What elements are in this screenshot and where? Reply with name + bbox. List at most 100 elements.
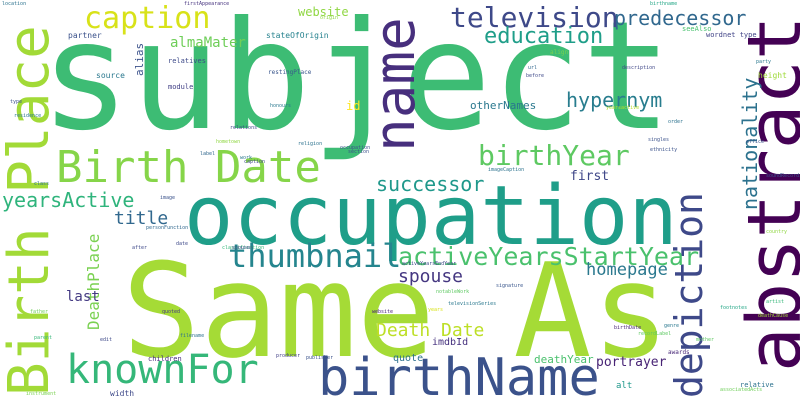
word-order: order: [668, 119, 684, 125]
word-label: label: [200, 151, 216, 157]
word-spouses: spouses: [232, 245, 254, 251]
word-website: website: [298, 5, 349, 19]
word-spouse: spouse: [398, 266, 464, 287]
word-module: module: [168, 83, 194, 91]
word-knownfor: knownFor: [66, 347, 259, 393]
word-awards: awards: [668, 349, 690, 356]
word-deathyear: deathYear: [534, 353, 594, 366]
word-genre: genre: [664, 323, 680, 329]
word-wordnet-type: wordnet type: [706, 31, 757, 39]
word-education: education: [484, 24, 604, 49]
word-name: name: [363, 17, 428, 152]
word-occupation-small: occupation: [340, 145, 371, 151]
word-first: first: [570, 169, 610, 184]
word-office: office: [746, 139, 765, 145]
word-website-small: website: [372, 309, 394, 315]
word-url: url: [528, 65, 538, 71]
word-after: after: [132, 245, 148, 251]
word-caption: caption: [84, 1, 211, 36]
word-relations: relations: [230, 125, 258, 131]
word-firstappearance: firstAppearance: [184, 1, 230, 7]
word-signature: signature: [496, 283, 524, 289]
word-televisionseries: televisionSeries: [448, 301, 497, 307]
word-seealso: seeAlso: [682, 25, 712, 33]
word-relative: relative: [740, 381, 774, 389]
word-deathplace: DeathPlace: [84, 233, 103, 330]
word-personfunction: personFunction: [146, 225, 189, 231]
word-footnotes: footnotes: [720, 305, 748, 311]
word-mother: mother: [696, 337, 715, 343]
word-origin: origin: [320, 15, 339, 21]
word-birthname: birthName: [318, 348, 600, 400]
word-othernames: otherNames: [470, 99, 537, 112]
word-television: television: [450, 1, 619, 34]
word-filename: filename: [180, 333, 205, 339]
word-quote: quote: [393, 353, 424, 364]
word-singles: singles: [648, 137, 670, 143]
word-birthdate-small: birthDate: [614, 325, 642, 331]
word-yearsactive: yearsActive: [2, 188, 135, 212]
word-soundrecording: soundRecording: [766, 173, 800, 179]
word-children: children: [148, 355, 182, 363]
word-stateoforigin: stateOfOrigin: [266, 31, 329, 40]
word-birthname-lower: birthname: [650, 1, 678, 7]
word-almamater: almaMater: [170, 35, 246, 51]
word-occupation: occupation: [184, 169, 678, 264]
word-imagecaption: imageCaption: [488, 167, 525, 173]
word-alias: alias: [133, 42, 146, 76]
word-relatives: relatives: [168, 57, 206, 65]
word-section: section: [348, 149, 370, 155]
word-description: description: [622, 65, 656, 71]
word-activeyearsstartyear: activeYearsStartYear: [398, 242, 700, 271]
word-birthyear: birthYear: [478, 139, 630, 172]
word-quoted: quoted: [162, 309, 181, 315]
word-publisher: publisher: [306, 355, 334, 361]
word-birth-date: Birth Date: [56, 142, 321, 193]
word-partner: partner: [68, 31, 102, 40]
word-homepage: homepage: [586, 260, 668, 280]
word-honours: honours: [270, 103, 292, 109]
word-caption-small: caption: [244, 159, 266, 165]
word-producer: producer: [276, 353, 301, 359]
word-years: years: [428, 307, 444, 313]
word-recordlabel: recordLabel: [638, 331, 672, 337]
word-residence: residence: [14, 113, 42, 119]
word-hometown: hometown: [216, 139, 241, 145]
word-country: country: [766, 229, 788, 235]
word-source: source: [96, 71, 125, 80]
word-successor: successor: [376, 172, 485, 196]
word-last: last: [66, 289, 100, 305]
word-id: id: [346, 99, 361, 113]
word-same-as: Same As: [122, 235, 670, 387]
word-ethnicity: ethnicity: [650, 147, 678, 153]
word-predecessor: predecessor: [614, 6, 747, 30]
word-subject: subject: [40, 0, 673, 164]
word-title: title: [114, 208, 169, 229]
word-thumbnail: thumbnail: [228, 237, 402, 275]
word-associatedacts: associatedActs: [720, 387, 763, 393]
word-alt: alt: [616, 381, 633, 391]
word-activeyearsendyear: activeYearsEndYear: [402, 261, 457, 267]
word-instrument: instrument: [26, 391, 57, 397]
word-width: width: [110, 389, 135, 398]
word-restingplace: restingPlace: [268, 69, 312, 76]
word-imdbid: imdbId: [432, 337, 469, 348]
word-image: image: [160, 195, 176, 201]
word-party: party: [756, 59, 772, 65]
word-classification: classification: [222, 245, 265, 251]
word-father: father: [30, 309, 49, 315]
word-location: location: [2, 1, 27, 7]
word-type: type: [10, 99, 23, 105]
word-death-date: Death Date: [376, 320, 485, 341]
word-hypernym: hypernym: [566, 88, 663, 112]
word-yearsactive-lower: yearsactive: [606, 105, 640, 111]
word-align: align: [550, 49, 569, 56]
word-deathcause: deathCause: [758, 313, 789, 319]
word-religion: religion: [298, 141, 323, 147]
word-date: date: [176, 241, 189, 247]
word-parent: parent: [34, 335, 53, 341]
word-notablework: notableWork: [436, 289, 470, 295]
word-height: height: [758, 71, 787, 80]
word-class: class: [34, 181, 50, 187]
